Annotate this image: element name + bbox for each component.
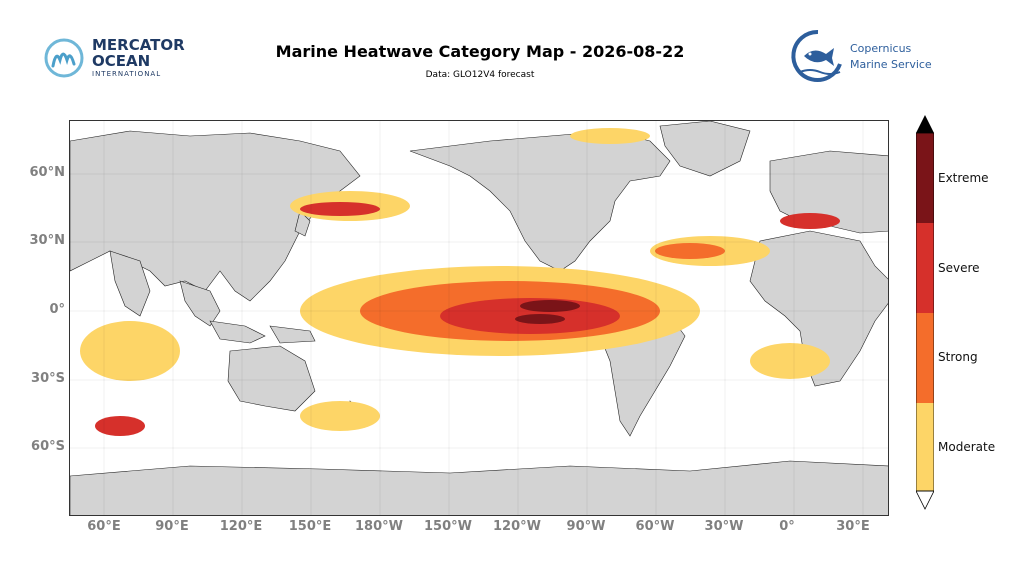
category-colorbar <box>916 115 934 510</box>
mhw-moderate-patch <box>300 401 380 431</box>
mhw-severe-patch <box>300 202 380 216</box>
lon-tick: 60°W <box>635 519 675 534</box>
lon-tick: 120°W <box>493 519 541 534</box>
colorbar-extreme-segment <box>916 133 934 223</box>
land-australia <box>227 345 316 412</box>
lon-tick: 0° <box>779 519 795 534</box>
lon-tick: 30°W <box>704 519 744 534</box>
mhw-moderate-patch <box>80 321 180 381</box>
map-title: Marine Heatwave Category Map - 2026-08-2… <box>275 42 685 61</box>
land-new-guinea <box>269 325 316 344</box>
map-subtitle: Data: GLO12V4 forecast <box>425 70 535 80</box>
graticule <box>70 121 888 515</box>
mhw-strong-patch <box>95 416 145 436</box>
land-antarctica <box>70 460 888 515</box>
heatwave-map <box>69 120 889 516</box>
mhw-extreme-patch <box>520 300 580 312</box>
land-greenland <box>659 121 751 177</box>
mercator-name-line3: INTERNATIONAL <box>92 70 162 78</box>
copernicus-name-line1: Copernicus <box>850 42 912 55</box>
lat-tick-0: 0° <box>49 302 65 317</box>
lon-tick: 120°E <box>219 519 263 534</box>
land-india <box>109 250 151 317</box>
colorbar-moderate-segment <box>916 403 934 491</box>
colorbar-bottom-arrow <box>916 490 934 510</box>
mercator-ocean-logo: MERCATOR OCEAN INTERNATIONAL <box>44 36 194 84</box>
mhw-moderate-patch <box>570 128 650 144</box>
copernicus-marine-logo: Copernicus Marine Service <box>790 28 940 84</box>
lon-tick: 60°E <box>87 519 121 534</box>
lat-tick-30n: 30°N <box>29 233 65 248</box>
heatwave-patches <box>80 128 840 436</box>
lon-tick: 90°W <box>566 519 606 534</box>
colorbar-severe-segment <box>916 223 934 313</box>
copernicus-fish-icon <box>791 29 842 82</box>
map-canvas <box>70 121 888 515</box>
mhw-moderate-patch <box>750 343 830 379</box>
land-indonesia <box>209 320 266 344</box>
mhw-extreme-patch <box>515 314 565 324</box>
lat-tick-60s: 60°S <box>31 439 65 454</box>
mercator-name-line1: MERCATOR <box>92 36 185 54</box>
mhw-severe-patch <box>780 213 840 229</box>
copernicus-name-line2: Marine Service <box>850 58 932 71</box>
lon-tick: 180°W <box>355 519 403 534</box>
colorbar-label-extreme: Extreme <box>938 171 989 185</box>
mercator-name-line2: OCEAN <box>92 52 151 70</box>
colorbar-label-moderate: Moderate <box>938 440 996 454</box>
lon-tick: 150°E <box>288 519 332 534</box>
land-europe <box>769 150 888 234</box>
colorbar-strong-segment <box>916 313 934 403</box>
lat-tick-30s: 30°S <box>31 371 65 386</box>
land-japan <box>294 210 311 237</box>
land-africa <box>749 230 888 387</box>
lon-tick: 30°E <box>836 519 870 534</box>
lon-tick: 90°E <box>155 519 189 534</box>
colorbar-top-arrow <box>916 115 934 133</box>
lat-tick-60n: 60°N <box>29 165 65 180</box>
mercator-m-icon <box>44 38 84 78</box>
lon-tick: 150°W <box>424 519 472 534</box>
mhw-strong-patch <box>655 243 725 259</box>
land-se-asia <box>179 280 221 327</box>
colorbar-label-severe: Severe <box>938 261 980 275</box>
colorbar-label-strong: Strong <box>938 350 978 364</box>
